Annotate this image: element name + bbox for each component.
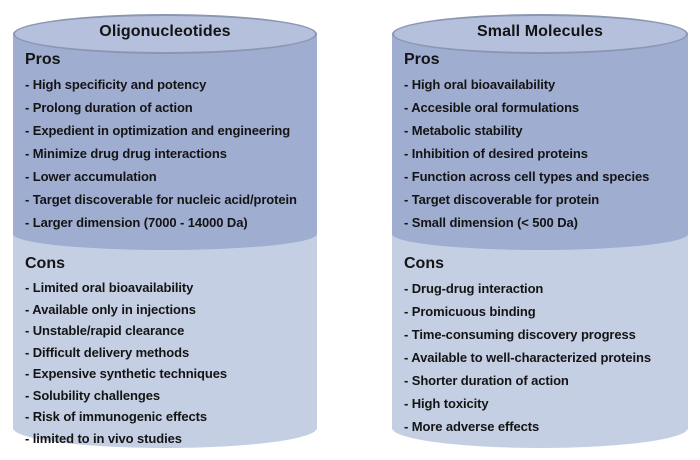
- small-molecules-cons-block: Cons Drug-drug interaction Promicuous bi…: [404, 254, 686, 438]
- cons-item: Unstable/rapid clearance: [25, 320, 315, 342]
- small-molecules-title: Small Molecules: [477, 23, 603, 40]
- cons-item: Limited oral bioavailability: [25, 277, 315, 299]
- cons-item: Available only in injections: [25, 299, 315, 321]
- pros-item: Inhibition of desired proteins: [404, 142, 686, 165]
- cons-item: Expensive synthetic techniques: [25, 363, 315, 385]
- pros-item: High oral bioavailability: [404, 73, 686, 96]
- cons-list: Drug-drug interaction Promicuous binding…: [404, 277, 686, 438]
- pros-item: Target discoverable for protein: [404, 188, 686, 211]
- pros-item: Larger dimension (7000 - 14000 Da): [25, 211, 315, 234]
- pros-item: Lower accumulation: [25, 165, 315, 188]
- cons-item: Shorter duration of action: [404, 369, 686, 392]
- small-molecules-text-layer: Pros High oral bioavailability Accesible…: [392, 14, 688, 448]
- pros-item: Accesible oral formulations: [404, 96, 686, 119]
- pros-item: Function across cell types and species: [404, 165, 686, 188]
- cons-item: High toxicity: [404, 392, 686, 415]
- small-molecules-cylinder: Small Molecules Pros High oral bioavaila…: [392, 14, 688, 448]
- cons-item: limited to in vivo studies: [25, 428, 315, 450]
- oligonucleotides-text-layer: Pros High specificity and potency Prolon…: [13, 14, 317, 448]
- pros-item: Target discoverable for nucleic acid/pro…: [25, 188, 315, 211]
- pros-heading: Pros: [404, 51, 440, 68]
- cons-item: Difficult delivery methods: [25, 342, 315, 364]
- cons-item: Drug-drug interaction: [404, 277, 686, 300]
- pros-item: Minimize drug drug interactions: [25, 142, 315, 165]
- cons-item: Solubility challenges: [25, 385, 315, 407]
- pros-item: High specificity and potency: [25, 73, 315, 96]
- cons-heading: Cons: [25, 255, 65, 272]
- oligonucleotides-title: Oligonucleotides: [99, 23, 231, 40]
- cons-item: More adverse effects: [404, 415, 686, 438]
- cons-heading: Cons: [404, 255, 444, 272]
- pros-item: Small dimension (< 500 Da): [404, 211, 686, 234]
- pros-list: High specificity and potency Prolong dur…: [25, 73, 315, 234]
- cons-list: Limited oral bioavailability Available o…: [25, 277, 315, 449]
- oligonucleotides-cons-block: Cons Limited oral bioavailability Availa…: [25, 254, 315, 449]
- pros-item: Prolong duration of action: [25, 96, 315, 119]
- cons-item: Promicuous binding: [404, 300, 686, 323]
- oligonucleotides-pros-block: Pros High specificity and potency Prolon…: [25, 50, 315, 234]
- cons-item: Risk of immunogenic effects: [25, 406, 315, 428]
- pros-list: High oral bioavailability Accesible oral…: [404, 73, 686, 234]
- cons-item: Available to well-characterized proteins: [404, 346, 686, 369]
- oligonucleotides-cylinder: Oligonucleotides Pros High specificity a…: [13, 14, 317, 448]
- pros-heading: Pros: [25, 51, 61, 68]
- oligonucleotides-cylinder-top-ellipse: Oligonucleotides: [13, 14, 317, 54]
- cons-item: Time-consuming discovery progress: [404, 323, 686, 346]
- small-molecules-cylinder-top-ellipse: Small Molecules: [392, 14, 688, 54]
- pros-item: Expedient in optimization and engineerin…: [25, 119, 315, 142]
- pros-item: Metabolic stability: [404, 119, 686, 142]
- small-molecules-pros-block: Pros High oral bioavailability Accesible…: [404, 50, 686, 234]
